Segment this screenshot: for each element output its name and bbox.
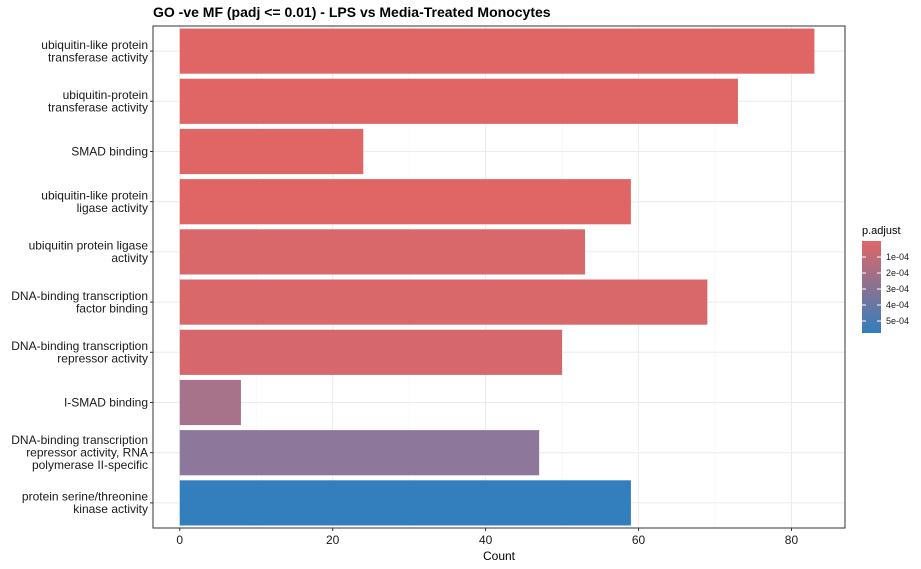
bar [179,329,563,375]
bar [179,128,364,175]
legend-title: p.adjust [862,225,901,237]
x-tick-label: 80 [785,533,799,547]
legend-tick-label: 1e-04 [886,252,909,262]
bars [179,28,815,526]
legend-tick-label: 2e-04 [886,268,909,278]
x-tick-label: 0 [176,533,183,547]
legend-tick-label: 5e-04 [886,316,909,326]
bar [179,229,586,275]
legend-colorbar [862,241,881,333]
y-tick-label: protein serine/threonine kinase activity [22,490,148,517]
legend-tick-label: 3e-04 [886,284,909,294]
y-tick-label: DNA-binding transcription repressor activ… [11,433,148,472]
bar [179,78,738,124]
y-tick-label: SMAD binding [71,145,148,159]
x-tick-label: 60 [632,533,646,547]
y-tick-label: ubiquitin-like protein ligase activity [41,188,148,215]
chart-title: GO -ve MF (padj <= 0.01) - LPS vs Media-… [153,4,551,20]
x-axis: 0 20 40 60 80 [176,528,798,547]
bar [179,480,631,526]
legend-tick-label: 4e-04 [886,300,909,310]
y-tick-label: ubiquitin-protein transferase activity [48,88,148,115]
bar [179,279,708,325]
y-axis: ubiquitin-like protein transferase activi… [11,38,153,516]
bar [179,430,540,476]
bar [179,179,631,225]
bar [179,379,241,426]
bar [179,28,815,74]
y-tick-label: ubiquitin protein ligase activity [29,239,149,266]
plot-panel-border [152,25,846,529]
y-tick-label: I-SMAD binding [64,396,148,410]
x-tick-label: 20 [326,533,340,547]
x-axis-title: Count [483,549,516,563]
legend: p.adjust 1e-04 2e-04 3e-04 4e-04 5e-04 [862,225,909,333]
x-tick-label: 40 [479,533,493,547]
y-tick-label: DNA-binding transcription repressor activ… [11,339,148,366]
y-tick-label: DNA-binding transcription factor binding [11,289,148,316]
y-tick-label: ubiquitin-like protein transferase activi… [41,38,148,65]
